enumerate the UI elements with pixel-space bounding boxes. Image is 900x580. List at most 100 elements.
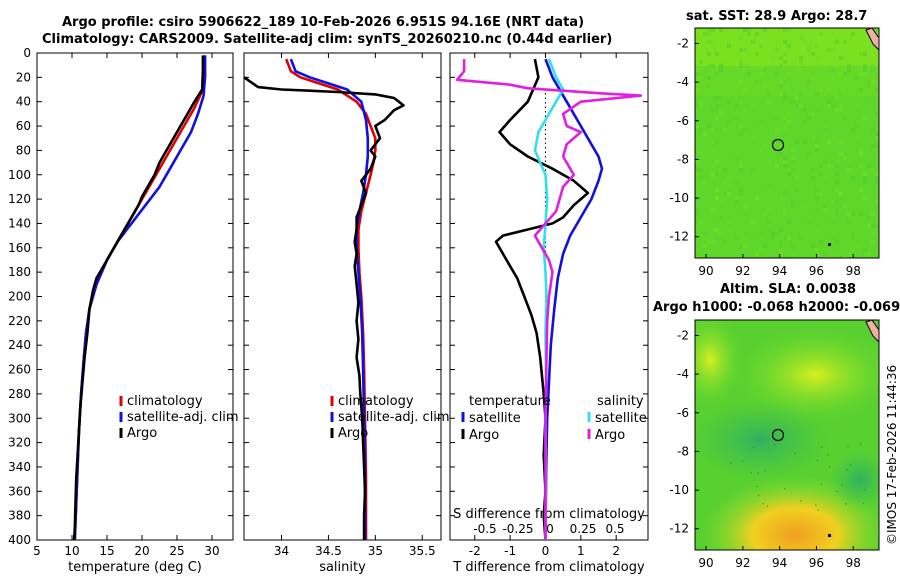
map-y-tick-label: -10: [669, 191, 689, 205]
plot-frame: [36, 52, 234, 541]
map-y-tick-label: -6: [677, 406, 689, 420]
map-x-tick-label: 94: [772, 264, 787, 278]
y-tick-label: 300: [8, 411, 31, 425]
x-tick-label: 1: [577, 544, 585, 558]
y-tick-label: 400: [8, 533, 31, 547]
sla-map-axes: 90 92 94 96 98 -2 -4 -6 -8 -10 -12: [669, 328, 860, 570]
y-tick-label: 80: [16, 143, 31, 157]
plot-frame: [243, 52, 442, 541]
x-tick-label: -2: [469, 544, 481, 558]
legend-label: Argo: [469, 428, 499, 443]
series-argo: [72, 55, 205, 541]
x-tick-label: -1: [504, 544, 516, 558]
map-x-tick-label: 92: [735, 264, 750, 278]
y-tick-label: 200: [8, 290, 31, 304]
y-tick-label: 340: [8, 460, 31, 474]
map-y-tick-label: -2: [677, 328, 689, 342]
figure-title-line1: Argo profile: csiro 5906622_189 10-Feb-2…: [62, 15, 585, 30]
y-tick-label: 320: [8, 436, 31, 450]
legend-label: satellite-adj. clim: [338, 410, 450, 425]
map-x-tick-label: 90: [698, 556, 713, 570]
sst-map-axes: 90 92 94 96 98 -2 -4 -6 -8 -10 -12: [669, 36, 860, 278]
map-y-tick-label: -4: [677, 367, 689, 381]
x-tick-label: 35.5: [409, 544, 436, 558]
legend-label: Argo: [595, 428, 625, 443]
map-y-tick-label: -12: [669, 522, 689, 536]
x-tick-label: 20: [134, 544, 149, 558]
map-x-tick-label: 96: [809, 556, 824, 570]
y-tick-label: 280: [8, 387, 31, 401]
map-x-tick-label: 96: [809, 264, 824, 278]
series-satellite-adj-clim: [289, 58, 370, 540]
y-tick-label: 160: [8, 241, 31, 255]
x-tick-label: 10: [64, 544, 79, 558]
figure-title-line2: Climatology: CARS2009. Satellite-adj cli…: [42, 32, 613, 47]
s-tick-label: -0.25: [502, 522, 533, 536]
map-y-tick-label: -8: [677, 152, 689, 166]
x-tick-label: 5: [33, 544, 41, 558]
map-y-tick-label: -2: [677, 36, 689, 50]
sla-map-subtitle: Argo h1000: -0.068 h2000: -0.069: [653, 300, 900, 315]
x-tick-label: 34: [274, 544, 289, 558]
sst-map-title: sat. SST: 28.9 Argo: 28.7: [686, 9, 868, 24]
y-tick-label: 240: [8, 338, 31, 352]
sst-argo-marker: [771, 138, 785, 152]
series-t-argo: [494, 58, 590, 541]
x-axis-label: temperature (deg C): [68, 560, 202, 575]
x-tick-label: 35: [368, 544, 383, 558]
sla-map-frame: [694, 319, 880, 551]
y-tick-label: 60: [16, 119, 31, 133]
legend-label: Argo: [127, 426, 157, 441]
y-tick-label: 100: [8, 168, 31, 182]
x-axis-label: salinity: [319, 560, 366, 575]
sla-argo-marker: [771, 428, 785, 442]
legend-label: satellite: [469, 411, 521, 426]
x-axis-label: T difference from climatology: [452, 560, 645, 575]
legend-label: satellite-adj. clim: [127, 410, 239, 425]
y-tick-label: 380: [8, 509, 31, 523]
legend-label: climatology: [338, 394, 414, 409]
s-tick-label: 0.5: [605, 522, 624, 536]
y-tick-label: 140: [8, 216, 31, 230]
s-tick-label: 0.25: [570, 522, 597, 536]
y-tick-label: 360: [8, 484, 31, 498]
series-s-argo: [455, 59, 643, 540]
s-tick-label: -0.5: [473, 522, 496, 536]
map-x-tick-label: 94: [772, 556, 787, 570]
y-tick-label: 120: [8, 192, 31, 206]
x-tick-label: 25: [169, 544, 184, 558]
legend-heading-salinity: salinity: [597, 394, 644, 409]
x-tick-label: 0: [542, 544, 550, 558]
x-tick-label: 30: [204, 544, 219, 558]
map-y-tick-label: -10: [669, 483, 689, 497]
s-axis-label: S difference from climatology: [453, 507, 645, 522]
series-t-satellite: [544, 58, 604, 541]
difference-panel: -2 -1 0 1 2 T difference from climatology -0.5…: [449, 52, 649, 575]
sla-dot: [828, 534, 831, 537]
s-tick-label: 0: [546, 522, 554, 536]
y-tick-label: 260: [8, 363, 31, 377]
sst-map-frame: [694, 27, 880, 259]
y-tick-label: 180: [8, 265, 31, 279]
legend-label: satellite: [595, 411, 647, 426]
map-x-tick-label: 98: [846, 556, 861, 570]
sst-dot: [828, 243, 831, 246]
sst-map: [695, 28, 879, 258]
map-y-tick-label: -4: [677, 75, 689, 89]
y-tick-label: 0: [23, 46, 31, 60]
y-tick-label: 40: [16, 95, 31, 109]
temperature-panel: 5 10 15 20 25 3002040608010012014016018020022…: [8, 46, 239, 575]
y-tick-label: 220: [8, 314, 31, 328]
map-x-tick-label: 92: [735, 556, 750, 570]
salinity-panel: 34 34.5 35 35.5 salinity climatologysatellite…: [243, 52, 450, 575]
legend-label: climatology: [127, 394, 203, 409]
sla-map-title: Altim. SLA: 0.0038: [720, 282, 857, 297]
x-tick-label: 34.5: [315, 544, 342, 558]
map-y-tick-label: -8: [677, 444, 689, 458]
y-tick-label: 20: [16, 70, 31, 84]
x-tick-label: 15: [99, 544, 114, 558]
map-y-tick-label: -12: [669, 230, 689, 244]
legend-label: Argo: [338, 426, 368, 441]
series-argo: [243, 76, 405, 540]
